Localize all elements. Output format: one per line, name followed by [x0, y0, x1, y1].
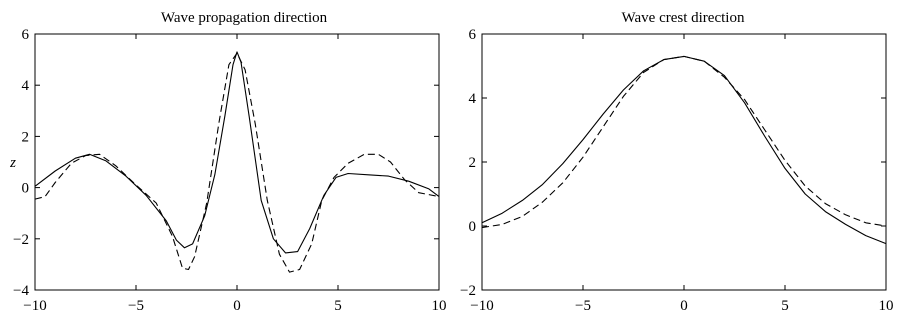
right-y-tick-label: 4: [469, 91, 477, 107]
left-y-tick-label: 4: [22, 78, 30, 94]
right-series-dashed-line: [481, 55, 887, 229]
right-y-tick-label: 0: [469, 219, 477, 235]
left-series-dashed-line: [34, 52, 440, 273]
left-x-tick-label: −5: [128, 298, 144, 314]
right-y-tick-label: −2: [460, 283, 476, 299]
left-y-tick-label: 6: [22, 27, 30, 43]
right-x-tick-label: 5: [781, 298, 789, 314]
left-series-solid-line: [34, 51, 440, 254]
right-chart: Wave crest direction −10 −5 0 5 10 −2 0 2 4 6: [460, 10, 893, 314]
right-plot-area: −10 −5 0 5 10 −2 0 2 4 6: [460, 27, 893, 314]
right-y-tick-label: 6: [469, 27, 477, 43]
left-x-tick-label: 5: [334, 298, 342, 314]
right-chart-title: Wave crest direction: [622, 10, 745, 26]
left-chart-title: Wave propagation direction: [161, 10, 328, 26]
left-x-tick-label: −10: [23, 298, 46, 314]
left-plot-frame: [34, 33, 440, 291]
left-y-tick-label: −2: [13, 232, 29, 248]
right-x-tick-label: −5: [575, 298, 591, 314]
right-x-tick-label: −10: [470, 298, 493, 314]
left-x-tick-label: 0: [233, 298, 241, 314]
right-plot-frame: [481, 33, 887, 291]
right-y-tick-label: 2: [469, 155, 477, 171]
left-y-tick-label: −4: [13, 283, 29, 299]
right-x-tick-label: 0: [680, 298, 688, 314]
right-x-tick-label: 10: [879, 298, 894, 314]
left-chart: Wave propagation direction z −10 −5 0 5 10 −4…: [9, 10, 446, 314]
left-x-tick-label: 10: [432, 298, 447, 314]
left-y-tick-label: 2: [22, 129, 30, 145]
left-chart-y-axis-label: z: [9, 155, 16, 171]
left-plot-area: −10 −5 0 5 10 −4 −2 0 2 4 6: [13, 27, 446, 314]
left-y-tick-label: 0: [22, 181, 30, 197]
right-series-solid-line: [481, 55, 887, 245]
